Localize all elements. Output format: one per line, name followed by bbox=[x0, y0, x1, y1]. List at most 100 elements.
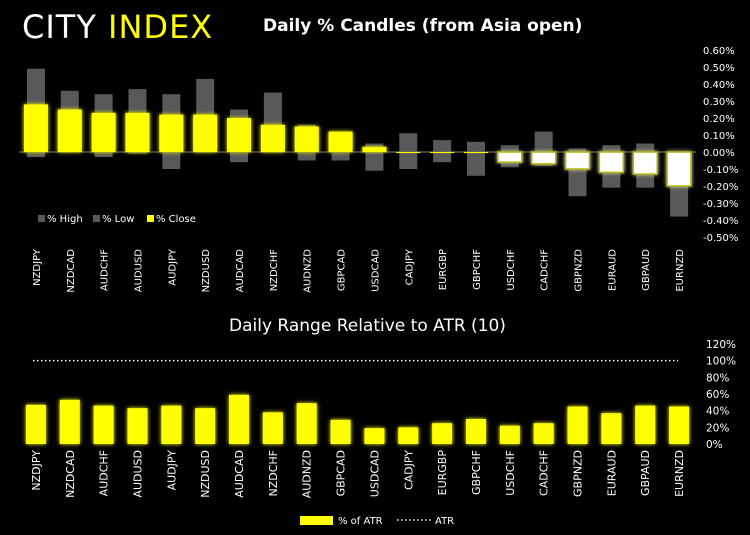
x-axis-category-label: AUDNZD bbox=[303, 249, 314, 293]
close-body-down bbox=[530, 151, 557, 165]
candles-chart-title: Daily % Candles (from Asia open) bbox=[263, 16, 583, 36]
close-body-up bbox=[396, 152, 421, 153]
y-axis-tick-label: 120% bbox=[706, 339, 736, 351]
y-axis-tick-label: 0% bbox=[706, 439, 723, 451]
close-body-down bbox=[666, 151, 692, 187]
atr-bar bbox=[59, 399, 80, 444]
legend-swatch bbox=[147, 215, 154, 222]
legend-label: % High bbox=[47, 214, 83, 225]
close-body-up bbox=[294, 126, 319, 152]
x-axis-category-label: GBPCHF bbox=[472, 249, 483, 290]
legend-label: ATR bbox=[435, 516, 454, 527]
y-axis-tick-label: 0.30% bbox=[703, 97, 735, 108]
atr-bar bbox=[195, 408, 216, 444]
y-axis-tick-label: 40% bbox=[706, 406, 729, 418]
x-axis-category-label: CADJPY bbox=[402, 450, 415, 490]
x-axis-category-label: EURAUD bbox=[607, 249, 618, 291]
x-axis-category-label: EURNZD bbox=[675, 249, 686, 292]
x-axis-category-label: NZDUSD bbox=[199, 450, 212, 498]
atr-bar bbox=[499, 425, 520, 444]
x-axis-category-label: GBPCAD bbox=[337, 249, 348, 291]
x-axis-category-label: CADJPY bbox=[404, 248, 415, 285]
x-axis-category-label: AUDUSD bbox=[133, 249, 144, 293]
y-axis-tick-label: 0.40% bbox=[703, 80, 735, 91]
x-axis-category-label: AUDCAD bbox=[233, 450, 246, 498]
atr-chart-title: Daily Range Relative to ATR (10) bbox=[229, 316, 506, 336]
x-axis-category-label: GBPNZD bbox=[572, 450, 585, 497]
range-bar bbox=[433, 140, 452, 163]
x-axis-category-label: EURGBP bbox=[436, 450, 449, 496]
x-axis-category-label: EURGBP bbox=[438, 249, 449, 290]
atr-bar bbox=[296, 403, 317, 444]
atr-bar bbox=[364, 428, 385, 444]
x-axis-category-label: USDCAD bbox=[370, 249, 381, 292]
atr-bar bbox=[93, 405, 114, 444]
close-body-up bbox=[227, 118, 252, 152]
x-axis-category-label: NZDUSD bbox=[201, 249, 212, 293]
x-axis-category-label: GBPAUD bbox=[641, 249, 652, 291]
atr-bar bbox=[533, 423, 554, 444]
close-body-up bbox=[362, 146, 387, 152]
x-axis-category-label: NZDCHF bbox=[269, 249, 280, 292]
x-axis-category-label: USDCHF bbox=[506, 249, 517, 291]
x-axis-category-label: USDCHF bbox=[504, 450, 517, 496]
x-axis-category-label: USDCAD bbox=[368, 450, 381, 497]
y-axis-tick-label: 0.00% bbox=[703, 148, 735, 159]
y-axis-tick-label: 80% bbox=[706, 372, 729, 384]
atr-bar bbox=[330, 419, 351, 444]
legend-label: % Low bbox=[102, 214, 134, 225]
atr-bar bbox=[635, 405, 656, 444]
x-axis-category-label: AUDCHF bbox=[100, 249, 111, 291]
y-axis-tick-label: 0.20% bbox=[703, 114, 735, 125]
y-axis-tick-label: -0.20% bbox=[703, 182, 738, 193]
close-body-up bbox=[57, 109, 82, 152]
legend-label: % Close bbox=[156, 214, 196, 225]
x-axis-category-label: NZDCAD bbox=[66, 249, 77, 293]
x-axis-category-label: GBPCAD bbox=[335, 450, 348, 496]
logo-city: CITY bbox=[22, 8, 97, 46]
atr-bar bbox=[127, 408, 148, 444]
x-axis-category-label: GBPCHF bbox=[470, 450, 483, 495]
x-axis-category-label: AUDJPY bbox=[167, 248, 178, 286]
x-axis-category-label: AUDNZD bbox=[301, 450, 314, 498]
atr-bar bbox=[398, 427, 419, 444]
x-axis-category-label: AUDCAD bbox=[235, 249, 246, 293]
close-body-up bbox=[125, 112, 150, 152]
close-body-down bbox=[564, 151, 591, 170]
range-bar bbox=[466, 141, 485, 176]
legend-swatch bbox=[38, 215, 45, 222]
y-axis-tick-label: 100% bbox=[706, 356, 736, 368]
atr-bar bbox=[229, 394, 250, 444]
close-body-up bbox=[430, 152, 455, 153]
x-axis-category-label: NZDJPY bbox=[30, 450, 43, 491]
x-axis-category-label: AUDUSD bbox=[131, 450, 144, 498]
y-axis-tick-label: -0.30% bbox=[703, 199, 738, 210]
x-axis-category-label: GBPNZD bbox=[574, 249, 585, 292]
y-axis-tick-label: 0.50% bbox=[703, 63, 735, 74]
legend-swatch bbox=[93, 215, 100, 222]
y-axis-tick-label: 60% bbox=[706, 389, 729, 401]
legend-swatch bbox=[300, 516, 333, 525]
atr-bar bbox=[601, 413, 622, 444]
close-body-down bbox=[632, 151, 658, 175]
range-bar bbox=[399, 133, 418, 169]
close-body-up bbox=[23, 104, 48, 152]
atr-bar bbox=[432, 423, 453, 444]
y-axis-tick-label: -0.50% bbox=[703, 233, 738, 244]
close-body-up bbox=[159, 114, 184, 152]
x-axis-category-label: GBPAUD bbox=[639, 450, 652, 496]
x-axis-category-label: CADCHF bbox=[540, 249, 551, 291]
atr-bar bbox=[567, 406, 588, 444]
close-body-up bbox=[260, 124, 285, 152]
y-axis-tick-label: 20% bbox=[706, 422, 729, 434]
x-axis-category-label: AUDCHF bbox=[98, 450, 111, 496]
atr-bar bbox=[669, 406, 690, 444]
y-axis-tick-label: -0.10% bbox=[703, 165, 738, 176]
legend-label: % of ATR bbox=[338, 516, 383, 527]
close-body-up bbox=[463, 152, 488, 153]
y-axis-tick-label: 0.60% bbox=[703, 46, 735, 57]
atr-bar bbox=[262, 412, 283, 444]
x-axis-category-label: EURNZD bbox=[673, 450, 686, 497]
close-body-up bbox=[328, 131, 353, 152]
atr-bar bbox=[161, 405, 182, 444]
